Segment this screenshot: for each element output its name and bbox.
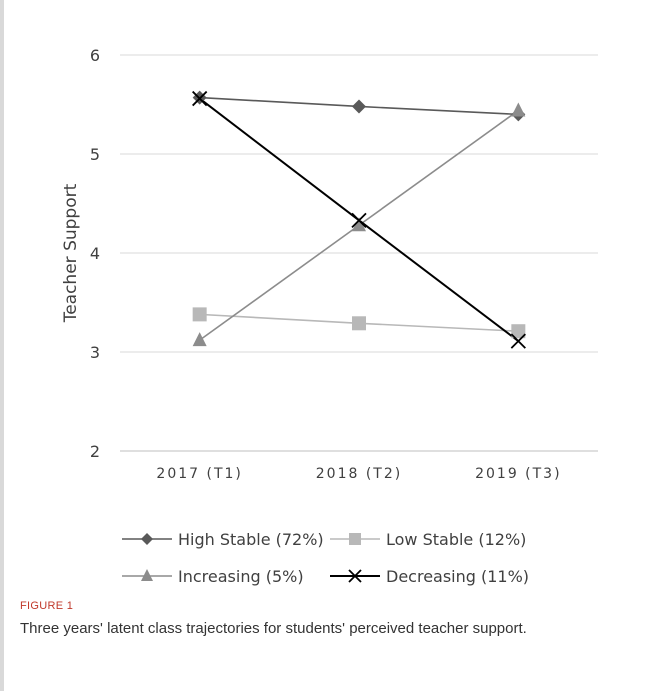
data-point-diamond bbox=[141, 533, 153, 545]
data-point-square bbox=[192, 307, 207, 322]
data-point-x bbox=[351, 212, 367, 228]
data-point-x bbox=[510, 333, 526, 349]
legend-label: Low Stable (12%) bbox=[386, 530, 526, 549]
gridlines bbox=[120, 54, 598, 452]
figure-label: FIGURE 1 bbox=[20, 600, 74, 612]
legend-item: Increasing (5%) bbox=[122, 567, 304, 586]
left-border-rule bbox=[0, 0, 4, 691]
data-point-square bbox=[511, 324, 526, 339]
legend-label: High Stable (72%) bbox=[178, 530, 324, 549]
y-tick-label: 2 bbox=[90, 442, 100, 461]
x-tick-labels: 2017 (T1) 2018 (T2) 2019 (T3) bbox=[156, 466, 561, 482]
legend-item: Low Stable (12%) bbox=[330, 530, 526, 549]
x-tick-label: 2017 (T1) bbox=[156, 466, 242, 482]
data-point-triangle bbox=[511, 102, 526, 117]
data-point-x bbox=[192, 90, 208, 107]
data-point-square bbox=[349, 533, 361, 545]
legend-item: High Stable (72%) bbox=[122, 530, 324, 549]
series-markers bbox=[192, 90, 526, 349]
data-point-square bbox=[352, 316, 366, 331]
y-axis-label: Teacher Support bbox=[61, 183, 81, 323]
data-point-x bbox=[348, 569, 362, 583]
legend-label: Increasing (5%) bbox=[178, 567, 304, 586]
y-tick-label: 4 bbox=[90, 244, 100, 263]
data-point-triangle bbox=[352, 217, 366, 232]
y-tick-label: 3 bbox=[90, 343, 100, 362]
legend-label: Decreasing (11%) bbox=[386, 567, 529, 586]
x-tick-label: 2018 (T2) bbox=[316, 466, 402, 482]
line-chart: 2 3 4 5 6 2017 (T1) 2018 (T2) 2019 (T3) Teache… bbox=[61, 46, 598, 586]
legend-item: Decreasing (11%) bbox=[330, 567, 529, 586]
data-point-triangle bbox=[192, 332, 207, 347]
y-tick-label: 6 bbox=[90, 46, 100, 65]
figure-caption: Three years' latent class trajectories f… bbox=[20, 620, 527, 637]
data-point-diamond bbox=[352, 99, 366, 114]
data-point-triangle bbox=[141, 569, 153, 581]
legend: High Stable (72%) Low Stable (12%) Increas… bbox=[122, 530, 529, 586]
y-tick-labels: 2 3 4 5 6 bbox=[90, 46, 100, 461]
x-tick-label: 2019 (T3) bbox=[475, 466, 561, 482]
y-tick-label: 5 bbox=[90, 145, 100, 164]
